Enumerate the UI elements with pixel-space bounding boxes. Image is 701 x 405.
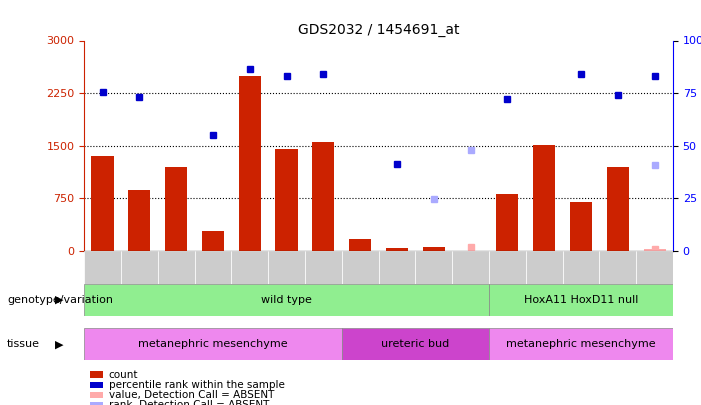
Text: HoxA11 HoxD11 null: HoxA11 HoxD11 null [524, 295, 638, 305]
Bar [90, 392, 102, 398]
Text: metanephric mesenchyme: metanephric mesenchyme [506, 339, 655, 349]
Bar [90, 402, 102, 405]
Text: wild type: wild type [261, 295, 312, 305]
Bar [84, 328, 341, 360]
Bar [349, 239, 372, 251]
Text: count: count [109, 370, 138, 379]
Text: metanephric mesenchyme: metanephric mesenchyme [138, 339, 287, 349]
Bar [379, 251, 415, 286]
Bar [275, 149, 297, 251]
Bar [121, 251, 158, 286]
Bar [231, 251, 268, 286]
Bar [562, 251, 599, 286]
Bar [305, 251, 341, 286]
Bar [415, 251, 452, 286]
Bar [423, 247, 444, 251]
Bar [158, 251, 194, 286]
Text: tissue: tissue [7, 339, 40, 349]
Bar [489, 251, 526, 286]
Bar [644, 249, 665, 251]
Bar [84, 251, 121, 286]
Bar [84, 284, 489, 316]
Bar [489, 284, 673, 316]
Bar [533, 145, 555, 251]
Bar [268, 251, 305, 286]
Bar [90, 382, 102, 388]
Bar [128, 190, 150, 251]
Bar [636, 251, 673, 286]
Title: GDS2032 / 1454691_at: GDS2032 / 1454691_at [298, 23, 459, 37]
Text: ureteric bud: ureteric bud [381, 339, 449, 349]
Text: value, Detection Call = ABSENT: value, Detection Call = ABSENT [109, 390, 274, 400]
Bar [312, 142, 334, 251]
Bar [599, 251, 636, 286]
Bar [91, 156, 114, 251]
Bar [341, 328, 489, 360]
Bar [570, 202, 592, 251]
Bar [606, 167, 629, 251]
Bar [386, 247, 408, 251]
Bar [238, 76, 261, 251]
Text: genotype/variation: genotype/variation [7, 295, 113, 305]
Bar [496, 194, 518, 251]
Text: ▶: ▶ [55, 295, 64, 305]
Bar [90, 371, 102, 378]
Bar [341, 251, 379, 286]
Bar [194, 251, 231, 286]
Text: ▶: ▶ [55, 339, 64, 349]
Bar [489, 328, 673, 360]
Bar [165, 167, 187, 251]
Bar [202, 231, 224, 251]
Text: percentile rank within the sample: percentile rank within the sample [109, 380, 285, 390]
Text: rank, Detection Call = ABSENT: rank, Detection Call = ABSENT [109, 400, 269, 405]
Bar [526, 251, 562, 286]
Bar [452, 251, 489, 286]
